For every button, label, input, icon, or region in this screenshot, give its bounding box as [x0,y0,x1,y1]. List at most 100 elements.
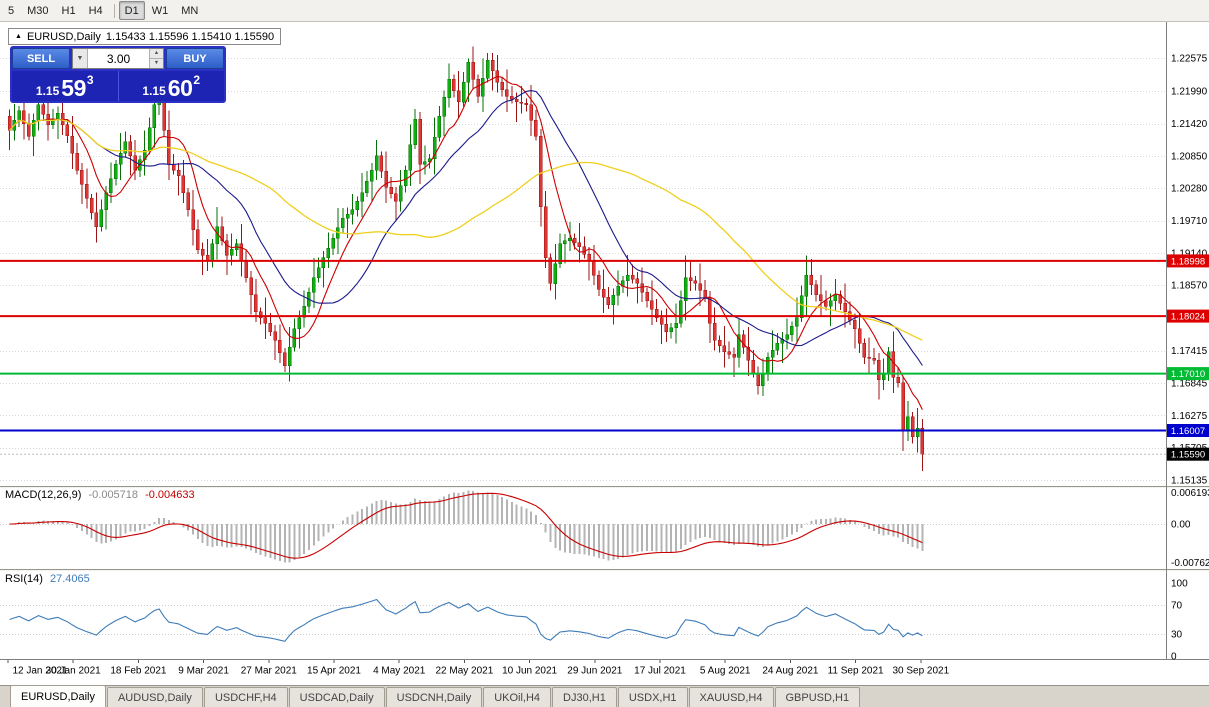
rsi-indicator-label: RSI(14) 27.4065 [5,573,90,585]
svg-text:4 May 2021: 4 May 2021 [373,666,426,677]
ma-slow-blue [9,90,923,366]
chart-tab-ukoil[interactable]: UKOil,H4 [483,687,552,707]
volume-dropdown-icon[interactable]: ▼ [73,49,88,68]
svg-text:1.18998: 1.18998 [1171,256,1205,267]
rsi-name: RSI(14) [5,573,43,585]
volume-up-icon[interactable]: ▲ [150,49,163,59]
price-badge-1.15590: 1.15590 [1167,447,1209,461]
ma-long-yellow [9,119,923,341]
svg-text:5 Aug 2021: 5 Aug 2021 [700,666,751,677]
price-badge-1.18024: 1.18024 [1167,309,1209,323]
buy-price-display[interactable]: 1.15 60 2 [118,71,224,101]
svg-text:12 Jan 2021: 12 Jan 2021 [12,666,67,677]
buy-price-prefix: 1.15 [142,84,166,98]
buy-price-big: 60 [167,75,193,101]
timeframe-toolbar: 5 M30 H1 H4 D1 W1 MN [0,0,1209,22]
svg-text:1.20280: 1.20280 [1171,184,1208,195]
svg-text:17 Jul 2021: 17 Jul 2021 [634,666,686,677]
sell-price-prefix: 1.15 [35,84,60,98]
rsi-value: 27.4065 [49,573,90,585]
sell-price-display[interactable]: 1.15 59 3 [12,71,119,101]
buy-price-sup: 2 [193,73,201,87]
price-badge-1.18998: 1.18998 [1167,254,1209,268]
svg-text:22 May 2021: 22 May 2021 [435,666,493,677]
svg-text:0.00: 0.00 [1171,520,1191,531]
chart-tabbar: EURUSD,Daily AUDUSD,Daily USDCHF,H4 USDCAD,… [0,685,1209,707]
svg-text:15 Apr 2021: 15 Apr 2021 [307,666,361,677]
price-grid [0,58,1166,481]
volume-stepper[interactable]: ▲ ▼ [149,49,163,68]
sell-button[interactable]: SELL [12,48,70,69]
svg-text:0: 0 [1171,652,1177,663]
svg-text:30 Sep 2021: 30 Sep 2021 [892,666,949,677]
sell-price-big: 59 [61,75,86,101]
svg-text:27 Mar 2021: 27 Mar 2021 [241,666,298,677]
timeframe-button-m30[interactable]: M30 [27,4,49,17]
svg-text:1.21990: 1.21990 [1171,87,1208,98]
svg-text:1.19710: 1.19710 [1171,216,1208,227]
svg-text:1.16007: 1.16007 [1171,426,1205,437]
svg-text:30: 30 [1171,630,1183,641]
candles [7,46,925,472]
toolbar-separator [113,3,115,18]
timeframe-button-d1[interactable]: D1 [118,1,145,20]
svg-text:1.16275: 1.16275 [1171,411,1208,422]
svg-text:10 Jun 2021: 10 Jun 2021 [502,666,557,677]
chart-tab-eurusd[interactable]: EURUSD,Daily [10,685,106,707]
chart-tab-audusd[interactable]: AUDUSD,Daily [106,687,203,707]
ma-fast-red [9,75,923,410]
volume-down-icon[interactable]: ▼ [150,59,163,68]
price-badge-1.17010: 1.17010 [1167,367,1209,380]
svg-text:70: 70 [1171,600,1183,611]
svg-text:1.19140: 1.19140 [1171,248,1208,259]
svg-text:1.22575: 1.22575 [1171,54,1208,65]
svg-text:24 Aug 2021: 24 Aug 2021 [762,666,819,677]
macd-indicator-label: MACD(12,26,9) -0.005718 -0.004633 [5,489,195,501]
chart-tab-usdx[interactable]: USDX,H1 [617,687,688,707]
svg-text:29 Jun 2021: 29 Jun 2021 [567,666,622,677]
svg-text:0.006193: 0.006193 [1171,488,1209,499]
one-click-trading-panel: SELL ▼ 3.00 ▲ ▼ BUY 1.15 59 3 1.15 60 2 [10,46,226,103]
chart-canvas[interactable]: 1.22575 1.21990 1.21420 1.20850 1.20280 1.197… [0,22,1209,685]
svg-text:1.15135: 1.15135 [1171,475,1208,486]
rsi-pane [0,598,1166,642]
macd-pane [0,490,1166,563]
rsi-line [9,598,923,642]
svg-text:30 Jan 2021: 30 Jan 2021 [46,666,101,677]
chart-tab-usdcnh[interactable]: USDCNH,Daily [385,687,483,707]
chart-caption-ohlc: 1.15433 1.15596 1.15410 1.15590 [105,30,275,43]
chart-tab-usdcad[interactable]: USDCAD,Daily [288,687,385,707]
buy-button[interactable]: BUY [166,48,224,69]
svg-text:-0.00762: -0.00762 [1171,558,1209,569]
timeframe-button-mn[interactable]: MN [181,4,199,17]
timeframe-button-5[interactable]: 5 [8,4,15,17]
macd-name: MACD(12,26,9) [5,489,82,501]
svg-text:1.18570: 1.18570 [1171,281,1208,292]
timeframe-button-w1[interactable]: W1 [151,4,169,17]
chart-caption-symbol: EURUSD,Daily [26,30,101,43]
macd-signal-value: -0.004633 [145,489,195,501]
svg-text:1.20850: 1.20850 [1171,151,1208,162]
svg-text:11 Sep 2021: 11 Sep 2021 [828,666,884,677]
timeframe-button-h1[interactable]: H1 [61,4,76,17]
triangle-up-icon: ▲ [15,33,22,40]
price-badge-1.16007: 1.16007 [1167,424,1209,437]
svg-text:9 Mar 2021: 9 Mar 2021 [178,666,229,677]
svg-text:1.21420: 1.21420 [1171,119,1208,130]
volume-field[interactable]: ▼ 3.00 ▲ ▼ [72,48,164,69]
chart-tab-dj30[interactable]: DJ30,H1 [552,687,617,707]
chart-caption: ▲ EURUSD,Daily 1.15433 1.15596 1.15410 1… [8,28,282,45]
volume-value[interactable]: 3.00 [106,51,131,66]
svg-text:100: 100 [1171,579,1188,590]
price-axis[interactable]: 1.22575 1.21990 1.21420 1.20850 1.20280 1.197… [1166,22,1209,663]
timeframe-button-h4[interactable]: H4 [88,4,103,17]
chart-tab-xauusd[interactable]: XAUUSD,H4 [688,687,774,707]
svg-text:1.17415: 1.17415 [1171,346,1208,357]
chart-tab-gbpusd[interactable]: GBPUSD,H1 [774,687,861,707]
svg-text:1.16845: 1.16845 [1171,379,1208,390]
sell-price-sup: 3 [86,73,94,87]
chart-window: 1.22575 1.21990 1.21420 1.20850 1.20280 1.197… [0,22,1209,685]
chart-tab-usdchf[interactable]: USDCHF,H4 [203,687,288,707]
